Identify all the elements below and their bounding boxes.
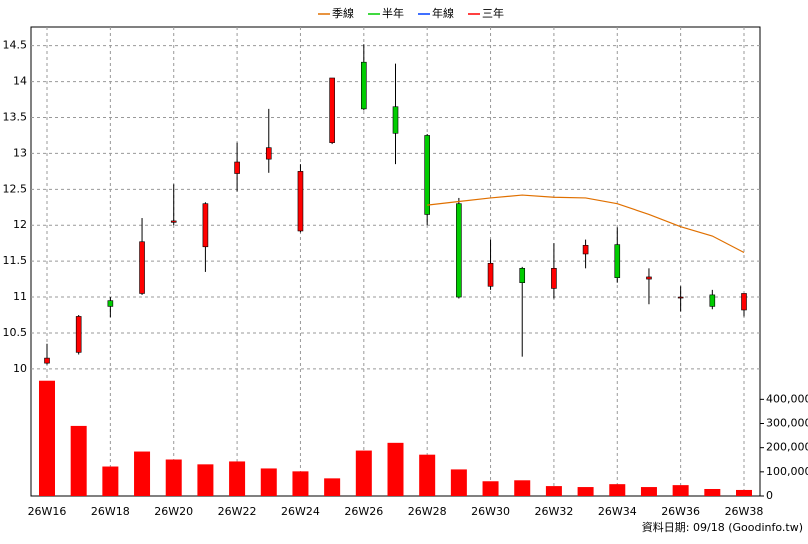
candle-body: [329, 77, 335, 143]
candle-body: [582, 245, 589, 255]
x-tick-label: 26W22: [218, 505, 257, 518]
y2-tick-label: 0: [766, 489, 773, 502]
volume-bar: [134, 451, 151, 496]
volume-bar: [102, 466, 119, 496]
volume-bar: [165, 459, 182, 496]
x-tick-label: 26W34: [598, 505, 637, 518]
line-series: [427, 194, 745, 254]
candle-body: [709, 294, 716, 307]
x-tick-label: 26W32: [534, 505, 573, 518]
candle-body: [75, 316, 82, 353]
candle-body: [265, 147, 272, 160]
y2-tick-label: 200,000: [766, 441, 808, 454]
y2-tick-label: 100,000: [766, 465, 808, 478]
volume-bar: [482, 481, 499, 496]
y-tick-label: 10: [13, 362, 27, 375]
y-tick-label: 10.5: [3, 326, 28, 339]
volume-bar: [514, 480, 531, 496]
volume-bar: [229, 461, 246, 496]
candle-body: [456, 203, 462, 298]
volume-bar: [292, 471, 309, 496]
candle-body: [741, 293, 747, 311]
volume-bar: [450, 469, 467, 496]
candle-body: [519, 268, 526, 283]
volume-bar: [39, 380, 55, 496]
y2-tick-label: 300,000: [766, 417, 808, 430]
candle-body: [646, 276, 652, 280]
candle-body: [107, 300, 114, 307]
x-tick-label: 26W36: [661, 505, 700, 518]
candle-body: [392, 106, 399, 134]
candle-body: [614, 244, 621, 278]
candle-body: [202, 203, 209, 248]
volume-bar: [577, 487, 594, 496]
legend-label: 半年: [382, 6, 404, 20]
legend-label: 季線: [332, 6, 354, 20]
volume-bar: [545, 486, 562, 496]
volume-bar: [324, 478, 341, 496]
x-tick-label: 26W26: [344, 505, 383, 518]
y-tick-label: 12: [13, 218, 27, 231]
volume-bar: [609, 484, 626, 496]
x-tick-label: 26W30: [471, 505, 510, 518]
x-tick-label: 26W16: [28, 505, 67, 518]
candle-body: [170, 220, 177, 223]
y-tick-label: 14: [13, 75, 27, 88]
volume-bar: [70, 425, 87, 496]
y2-tick-label: 400,000: [766, 392, 808, 405]
legend-label: 年線: [432, 6, 454, 20]
volume-bar: [197, 464, 214, 496]
volume-bar: [640, 487, 657, 496]
candle-body: [234, 161, 240, 174]
candle-body: [44, 357, 50, 364]
x-tick-label: 26W20: [154, 505, 193, 518]
candle-body: [424, 135, 430, 215]
y-tick-label: 11: [13, 290, 27, 303]
x-tick-label: 26W18: [91, 505, 130, 518]
volume-bar: [260, 468, 277, 496]
volume-bar: [736, 489, 752, 496]
candle-body: [361, 61, 367, 110]
candle-body: [297, 171, 304, 232]
y-tick-label: 11.5: [3, 254, 28, 267]
y-tick-label: 13: [13, 146, 27, 159]
y-tick-label: 12.5: [3, 182, 28, 195]
volume-bar: [355, 450, 372, 496]
x-tick-label: 26W24: [281, 505, 320, 518]
volume-bar: [387, 442, 404, 496]
candle-body: [677, 296, 684, 299]
y-tick-label: 14.5: [3, 39, 28, 52]
footer: 資料日期: 09/18 (Goodinfo.tw): [642, 520, 803, 534]
x-tick-label: 26W28: [408, 505, 447, 518]
volume-bar: [419, 454, 436, 496]
candle-body: [487, 262, 494, 287]
candle-body: [551, 268, 557, 289]
legend-label: 三年: [482, 6, 504, 20]
x-tick-label: 26W38: [725, 505, 764, 518]
volume-bar: [672, 485, 689, 496]
candle-body: [139, 241, 145, 294]
volume-bar: [704, 488, 721, 496]
y-tick-label: 13.5: [3, 110, 28, 123]
